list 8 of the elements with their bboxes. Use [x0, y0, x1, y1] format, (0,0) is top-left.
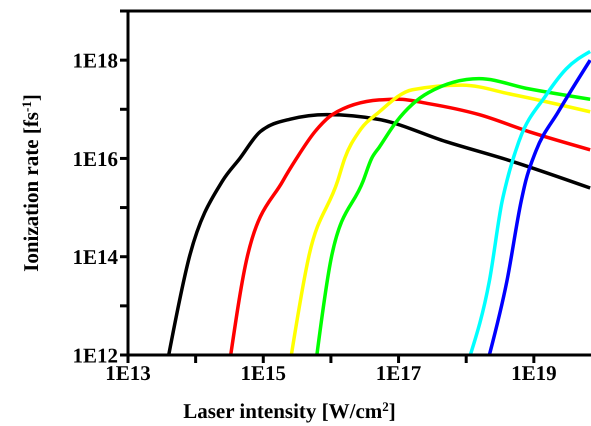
x-tick-label: 1E15 — [240, 360, 286, 385]
x-tick-label: 1E19 — [511, 360, 557, 385]
x-axis-title: Laser intensity [W/cm$^{2}$] — [183, 398, 396, 423]
y-tick-label: 1E12 — [72, 343, 118, 368]
x-tick-label: 1E17 — [376, 360, 422, 385]
y-tick-label: 1E16 — [72, 146, 118, 171]
y-tick-label: 1E18 — [72, 48, 118, 73]
y-tick-label: 1E14 — [72, 245, 118, 270]
